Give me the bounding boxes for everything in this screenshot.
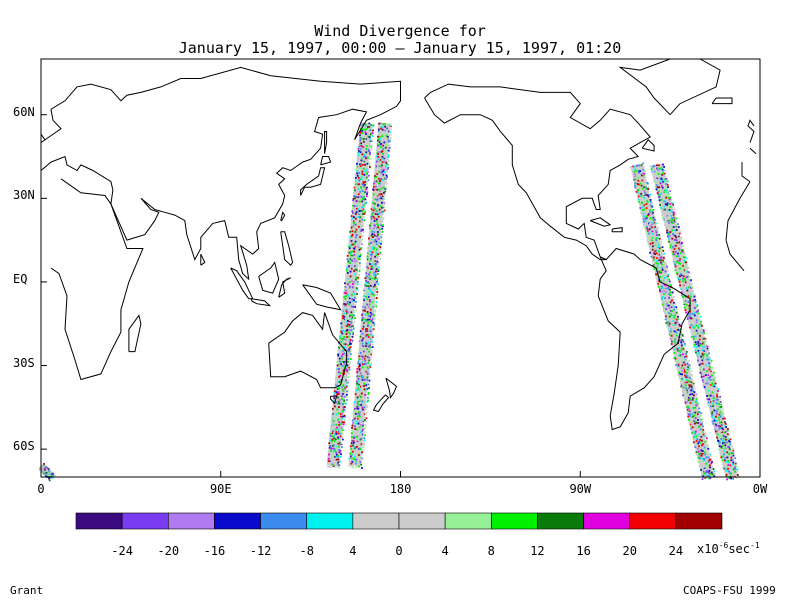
coastline (324, 131, 328, 154)
colorbar-tick-label: 0 (395, 544, 402, 558)
swath-pass (326, 122, 375, 469)
coastline (200, 253, 206, 266)
coastline (230, 267, 254, 300)
lon-tick-label: 180 (389, 482, 412, 496)
colorbar-swatch (306, 512, 354, 530)
coastline (128, 314, 142, 353)
coastline (330, 395, 338, 405)
coastline (597, 247, 691, 431)
coastline (302, 284, 342, 311)
colorbar-swatch (629, 512, 677, 530)
swath-layer (38, 122, 740, 482)
coastline (590, 217, 612, 227)
colorbar-tick-label: -16 (204, 544, 226, 558)
colorbar-swatch (260, 512, 308, 530)
tick-marks (40, 114, 761, 477)
colorbar-swatch (675, 512, 723, 530)
colorbar-tick-label: 12 (530, 544, 544, 558)
lon-tick-label: 90W (569, 482, 592, 496)
colorbar-tick-label: -12 (250, 544, 272, 558)
coastline (268, 312, 348, 389)
lon-tick-label: 90E (209, 482, 232, 496)
coastline (611, 227, 623, 233)
lat-tick-label: 30N (13, 188, 35, 203)
colorbar-swatch (352, 512, 400, 530)
coastline (372, 394, 390, 413)
colorbar-tick-label: 8 (488, 544, 495, 558)
coastline (258, 261, 280, 294)
coastline (50, 178, 751, 381)
coastline (280, 231, 294, 266)
colorbar-swatch (537, 512, 584, 530)
coastline (385, 377, 398, 399)
map-time-range: January 15, 1997, 00:00 – January 15, 19… (178, 39, 622, 57)
colorbar-tick-label: -24 (111, 544, 133, 558)
colorbar: -24 -20 -16 -12 -8 4 0 4 8 12 16 20 24 (75, 512, 723, 558)
coastline (300, 167, 326, 196)
map-frame (40, 58, 761, 478)
coastline (280, 211, 286, 222)
coastline (641, 139, 655, 152)
coastline (278, 277, 291, 298)
colorbar-tick-label: 16 (576, 544, 590, 558)
colorbar-swatch (444, 512, 492, 530)
colorbar-swatch (583, 512, 631, 530)
colorbar-swatch (398, 512, 446, 530)
colorbar-unit: x10-6sec-1 (697, 541, 760, 556)
colorbar-swatch (214, 512, 261, 530)
colorbar-swatch (167, 512, 215, 530)
lon-tick-label: 0W (752, 482, 768, 496)
coastline (40, 119, 755, 143)
colorbar-swatch (121, 512, 169, 530)
lat-tick-label: 60N (13, 104, 35, 119)
colorbar-tick-label: 4 (349, 544, 356, 558)
colorbar-tick-label: -20 (157, 544, 179, 558)
lon-tick-label: 0 (37, 482, 45, 496)
coastline (40, 66, 757, 281)
colorbar-tick-label: -8 (299, 544, 313, 558)
lat-tick-label: 60S (13, 439, 35, 454)
map-title: Wind Divergence for (314, 22, 486, 40)
lat-tick-label: 30S (13, 355, 35, 370)
swath-pass (649, 163, 740, 481)
coastline-layer (40, 58, 757, 431)
coastline (251, 298, 272, 307)
coastline (320, 156, 332, 166)
colorbar-tick-label: 24 (669, 544, 683, 558)
colorbar-tick-label: 20 (622, 544, 636, 558)
author-label: Grant (10, 584, 44, 597)
colorbar-swatch (75, 512, 123, 530)
coastline (618, 58, 721, 116)
coastline (711, 97, 733, 105)
colorbar-swatch (490, 512, 538, 530)
source-label: COAPS-FSU 1999 (683, 584, 776, 597)
lat-tick-label: EQ (13, 271, 28, 286)
coastline (424, 83, 651, 261)
swath-pass (348, 122, 393, 469)
colorbar-tick-label: 4 (442, 544, 449, 558)
